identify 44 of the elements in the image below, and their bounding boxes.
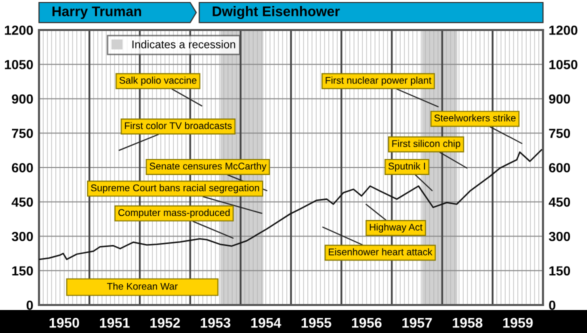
y-tick-label: 900	[12, 94, 33, 104]
annotation: First color TV broadcasts	[124, 122, 232, 130]
annotation: Senate censures McCarthy	[150, 162, 266, 172]
x-tick-label: 1953	[200, 318, 230, 328]
annotation: Eisenhower heart attack	[328, 248, 432, 256]
y-tick-label: 300	[12, 232, 33, 242]
x-tick-label: 1959	[503, 318, 533, 328]
y-tick-label: 0	[26, 300, 33, 310]
text: Dwight Eisenhower	[212, 6, 340, 20]
band-label: The Korean War	[107, 282, 178, 290]
annotation: Steelworkers strike	[434, 114, 516, 122]
y2-tick-label: 300	[548, 232, 570, 242]
y2-tick-label: 150	[549, 266, 570, 276]
annotation: Salk polio vaccine	[119, 76, 196, 86]
band-label: Indicates a recession	[132, 40, 236, 48]
y2-tick-label: 1200	[549, 26, 578, 35]
annotation: Computer mass-produced	[118, 208, 230, 218]
annotation: Supreme Court bans racial segregation	[90, 184, 260, 194]
y2-tick-label: 900	[549, 94, 570, 104]
text: Harry Truman	[52, 6, 142, 20]
y-tick-label: 1050	[4, 60, 33, 70]
y2-tick-label: 750	[549, 128, 570, 138]
y-tick-label: 1200	[4, 26, 33, 35]
x-tick-label: 1958	[452, 318, 482, 328]
y2-tick-label: 600	[549, 163, 570, 172]
x-tick-label: 1951	[100, 318, 130, 328]
x-tick-label: 1957	[402, 318, 432, 328]
y2-tick-label: 1050	[549, 60, 578, 70]
x-tick-label: 1956	[352, 318, 382, 328]
y-tick-label: 600	[12, 163, 33, 172]
annotation: First silicon chip	[392, 140, 460, 149]
annotation: First nuclear power plant	[326, 76, 432, 86]
x-tick-label: 1952	[150, 318, 180, 328]
y-tick-label: 150	[12, 266, 33, 276]
x-tick-label: 1950	[50, 318, 80, 328]
y2-tick-label: 0	[549, 300, 556, 310]
x-tick-label: 1955	[302, 318, 332, 328]
y-tick-label: 450	[12, 197, 33, 207]
line-series	[39, 149, 542, 260]
x-tick-label: 1954	[251, 318, 282, 328]
annotation: Sputnik I	[388, 162, 425, 172]
annotation: Highway Act	[370, 223, 423, 233]
y2-tick-label: 450	[548, 197, 570, 207]
y-tick-label: 750	[12, 128, 33, 138]
